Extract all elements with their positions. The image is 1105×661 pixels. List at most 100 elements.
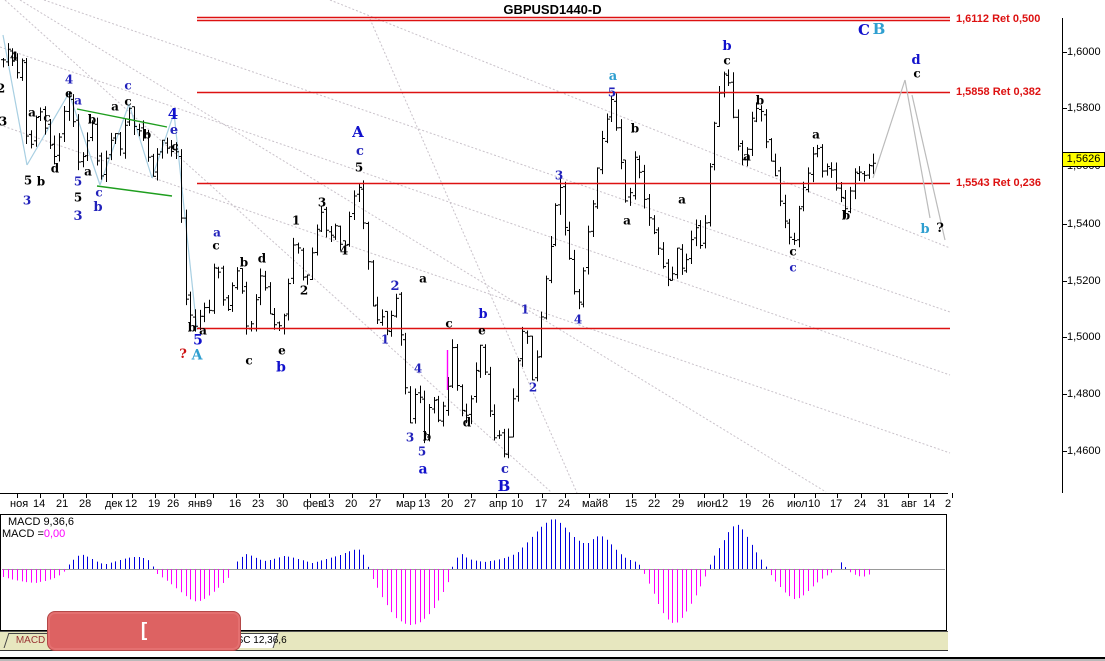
date-axis-label: 24 — [558, 498, 571, 510]
date-axis-label: 10 — [511, 498, 524, 510]
macd-value-label: MACD = — [2, 528, 44, 540]
date-axis-label: июл — [787, 498, 808, 510]
macd-indicator-name: MACD 9,36,6 — [8, 516, 75, 528]
wave-label: 5 — [607, 85, 617, 100]
wave-label: e — [478, 323, 486, 338]
wave-label: 3 — [554, 168, 564, 183]
wave-label: B — [497, 476, 511, 495]
window-bottom-border — [0, 657, 1105, 659]
date-axis-label: фев — [303, 498, 325, 510]
wave-label: b — [187, 320, 197, 335]
wave-label: 3 — [317, 195, 327, 210]
wave-label: 4 — [64, 72, 74, 87]
wave-label: 2 — [390, 278, 400, 294]
date-axis-label: 27 — [369, 498, 382, 510]
wave-label: ? — [936, 220, 944, 236]
wave-label: 3 — [73, 208, 83, 224]
date-axis-label: 17 — [830, 498, 843, 510]
date-axis-label: 2 — [945, 498, 952, 510]
wave-label: 5 — [354, 160, 364, 175]
date-axis-label: 28 — [79, 498, 92, 510]
wave-label: 4 — [167, 104, 179, 123]
date-axis-label: 20 — [345, 498, 358, 510]
date-axis-label: 8 — [602, 498, 609, 510]
wave-label: 2 — [0, 81, 6, 96]
wave-label: e — [278, 343, 286, 358]
date-axis-label: 22 — [648, 498, 661, 510]
date-axis-label: 26 — [167, 498, 180, 510]
wave-label: 3 — [405, 430, 415, 445]
date-axis-label: янв — [188, 498, 206, 510]
wave-label: A — [191, 347, 203, 364]
wave-label: c — [445, 316, 453, 331]
wave-label: e — [65, 86, 73, 101]
date-axis-label: апр — [489, 498, 508, 510]
wave-label: 5 — [193, 332, 203, 349]
wave-label: b — [841, 208, 851, 223]
date-axis-label: 13 — [322, 498, 335, 510]
wave-label: a — [111, 99, 119, 114]
wave-label: b — [755, 93, 765, 108]
wave-label: a — [418, 461, 428, 478]
wave-label: e — [169, 122, 179, 138]
date-axis-label: 26 — [762, 498, 775, 510]
wave-label: b — [920, 221, 930, 237]
wave-label: c — [124, 78, 132, 93]
wave-label: b — [422, 429, 432, 444]
date-axis-label: май — [582, 498, 602, 510]
wave-label: b — [93, 199, 103, 215]
wave-label: c — [43, 110, 51, 125]
date-axis-label: 23 — [252, 498, 265, 510]
wave-label: c — [124, 94, 132, 109]
date-axis-label: 12 — [125, 498, 138, 510]
wave-label: c — [212, 238, 220, 253]
instaforex-watermark: [ www.instaforex.com ] — [47, 611, 241, 661]
wave-label: 4 — [573, 312, 583, 327]
fib-level-label: 1,5543 Ret 0,236 — [956, 177, 1042, 189]
wave-label: ? — [179, 346, 187, 362]
wave-label: 4 — [413, 361, 423, 376]
wave-label: a — [74, 93, 82, 108]
wave-label: a — [199, 323, 207, 338]
date-axis-label: 21 — [56, 498, 69, 510]
date-axis-label: дек — [105, 498, 123, 510]
wave-label: A — [352, 122, 364, 141]
date-axis-label: 19 — [148, 498, 161, 510]
current-price-badge: 1,5626 — [1062, 152, 1105, 167]
macd-current-value: MACD =0,00 — [2, 528, 65, 540]
date-axis-label: 15 — [625, 498, 638, 510]
wave-label: 3 — [0, 114, 8, 129]
logo-bracket-open: [ — [140, 620, 148, 641]
price-axis-label: 1,5400 — [1067, 218, 1101, 230]
wave-label: b — [239, 255, 249, 270]
wave-label: c — [95, 185, 103, 200]
wave-label: 5 — [73, 174, 83, 189]
date-axis-label: мар — [396, 498, 416, 510]
macd-value-number: 0,00 — [43, 528, 66, 540]
wave-label: 5 — [73, 190, 83, 205]
wave-label: b — [87, 112, 97, 127]
window-bottom-edge — [0, 659, 1105, 661]
wave-label: d — [911, 52, 921, 68]
date-axis-label: 31 — [877, 498, 890, 510]
price-axis-label: 1,4800 — [1067, 388, 1101, 400]
price-axis-label: 1,5800 — [1067, 102, 1101, 114]
wave-label: a — [743, 149, 751, 164]
date-axis-label: 14 — [33, 498, 46, 510]
date-axis-label: авг — [901, 498, 917, 510]
wave-label: c — [723, 53, 731, 68]
wave-label: b — [276, 359, 286, 376]
wave-label: c — [171, 139, 179, 154]
price-axis-label: 1,5200 — [1067, 275, 1101, 287]
wave-label: c — [913, 66, 921, 81]
date-axis-label: 20 — [441, 498, 454, 510]
wave-label: a — [213, 225, 221, 240]
date-axis-label: 16 — [229, 498, 242, 510]
wave-label: a — [623, 213, 631, 228]
date-axis-label: 10 — [808, 498, 821, 510]
date-axis-label: 17 — [535, 498, 548, 510]
price-axis-label: 1,6000 — [1067, 46, 1101, 58]
chart-title: GBPUSD1440-D — [503, 2, 602, 17]
wave-label: 2 — [299, 283, 309, 298]
